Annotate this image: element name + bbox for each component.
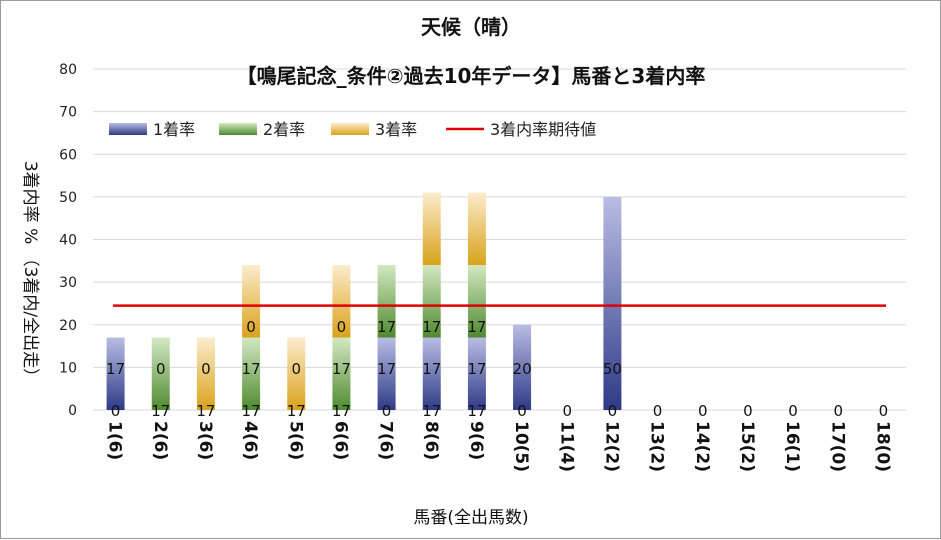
data-label: 17: [467, 402, 486, 420]
x-tick-label: 8(6): [421, 421, 441, 460]
data-label: 17: [422, 402, 441, 420]
data-label: 17: [422, 360, 441, 378]
chart-subtitle: 【鳴尾記念_条件②過去10年データ】馬番と3着内率: [237, 64, 706, 88]
data-label: 0: [156, 360, 166, 378]
data-label: 17: [467, 360, 486, 378]
data-label: 50: [603, 360, 622, 378]
data-label: 0: [653, 402, 663, 420]
data-label: 0: [246, 318, 256, 336]
y-tick-label: 70: [59, 105, 77, 121]
x-axis-ticks: 1(6) 2(6) 3(6) 4(6) 5(6) 6(6) 7(6) 8(6) 9(6) 10(5…: [105, 421, 893, 472]
legend-swatch: [331, 123, 369, 135]
data-labels: 0 17 17 0 17 0 17 17 0 17 0 17 17 0 0 17 17 17 17 17 17 17 17 0…: [106, 318, 888, 420]
data-label: 0: [291, 360, 301, 378]
x-tick-label: 14(2): [692, 421, 712, 472]
data-label: 17: [196, 402, 215, 420]
x-tick-label: 7(6): [376, 421, 396, 460]
data-label: 17: [332, 360, 351, 378]
x-tick-label: 2(6): [150, 421, 170, 460]
data-label: 0: [608, 402, 618, 420]
data-label: 17: [287, 402, 306, 420]
x-tick-label: 10(5): [511, 421, 531, 472]
bar-segment: [422, 265, 441, 338]
x-tick-label: 3(6): [195, 421, 215, 460]
data-label: 17: [242, 402, 261, 420]
data-label: 0: [562, 402, 572, 420]
y-tick-label: 10: [59, 360, 77, 376]
bar-segment: [467, 337, 486, 410]
data-label: 0: [111, 402, 121, 420]
x-tick-label: 15(2): [737, 421, 757, 472]
bar-segment: [287, 337, 306, 410]
x-tick-label: 17(0): [827, 421, 847, 472]
data-label: 0: [788, 402, 798, 420]
y-axis-title: 3着内率 % （3着内/全出走）: [20, 161, 40, 385]
x-tick-label: 4(6): [240, 421, 260, 460]
data-label: 0: [382, 402, 392, 420]
x-tick-label: 1(6): [105, 421, 125, 460]
x-tick-label: 5(6): [285, 421, 305, 460]
bar-segment: [377, 265, 396, 338]
bar-segment: [196, 337, 215, 410]
data-label: 17: [106, 360, 125, 378]
bar-segment: [106, 337, 125, 410]
bar-segment: [377, 337, 396, 410]
data-label: 17: [422, 318, 441, 336]
bar-segment: [242, 265, 261, 338]
x-tick-label: 16(1): [782, 421, 802, 472]
legend-label: 1着率: [153, 120, 195, 139]
y-tick-label: 0: [68, 403, 77, 419]
data-label: 0: [517, 402, 527, 420]
y-tick-label: 50: [59, 190, 77, 206]
gridlines: [93, 68, 906, 411]
data-label: 17: [242, 360, 261, 378]
bar-segment: [422, 192, 441, 266]
bar-segment: [151, 337, 170, 410]
legend: 1着率 2着率 3着率 3着内率期待値: [109, 120, 596, 139]
x-tick-label: 13(2): [647, 421, 667, 472]
data-label: 0: [337, 318, 347, 336]
legend-label: 3着内率期待値: [490, 120, 596, 139]
x-tick-label: 6(6): [330, 421, 350, 460]
data-label: 0: [833, 402, 843, 420]
y-tick-label: 20: [59, 318, 77, 334]
data-label: 0: [879, 402, 889, 420]
legend-label: 3着率: [375, 120, 417, 139]
y-axis-ticks: 0 10 20 30 40 50 60 70 80: [59, 62, 77, 419]
data-label: 17: [151, 402, 170, 420]
data-label: 17: [377, 318, 396, 336]
x-tick-label: 12(2): [601, 421, 621, 472]
legend-swatch: [219, 123, 257, 135]
bar-segment: [332, 265, 351, 338]
x-tick-label: 18(0): [872, 421, 892, 472]
x-tick-label: 9(6): [466, 421, 486, 460]
data-label: 17: [467, 318, 486, 336]
y-tick-label: 80: [59, 62, 77, 78]
legend-swatch: [109, 123, 147, 135]
bar-segment: [513, 324, 532, 410]
data-label: 20: [513, 360, 532, 378]
data-label: 17: [377, 360, 396, 378]
bar-segment: [332, 337, 351, 410]
data-label: 0: [743, 402, 753, 420]
bar-segment: [467, 265, 486, 338]
bars: [106, 192, 622, 410]
y-tick-label: 60: [59, 147, 77, 163]
bar-segment: [467, 192, 486, 266]
bar-segment: [242, 337, 261, 410]
chart-title: 天候（晴）: [421, 15, 521, 39]
bar-segment: [422, 337, 441, 410]
x-tick-label: 11(4): [556, 421, 576, 472]
y-tick-label: 30: [59, 275, 77, 291]
data-label: 0: [698, 402, 708, 420]
x-axis-title: 馬番(全出馬数): [413, 508, 528, 528]
bar-segment: [603, 196, 622, 410]
y-tick-label: 40: [59, 233, 77, 249]
data-label: 0: [201, 360, 211, 378]
legend-label: 2着率: [263, 120, 305, 139]
data-label: 17: [332, 402, 351, 420]
